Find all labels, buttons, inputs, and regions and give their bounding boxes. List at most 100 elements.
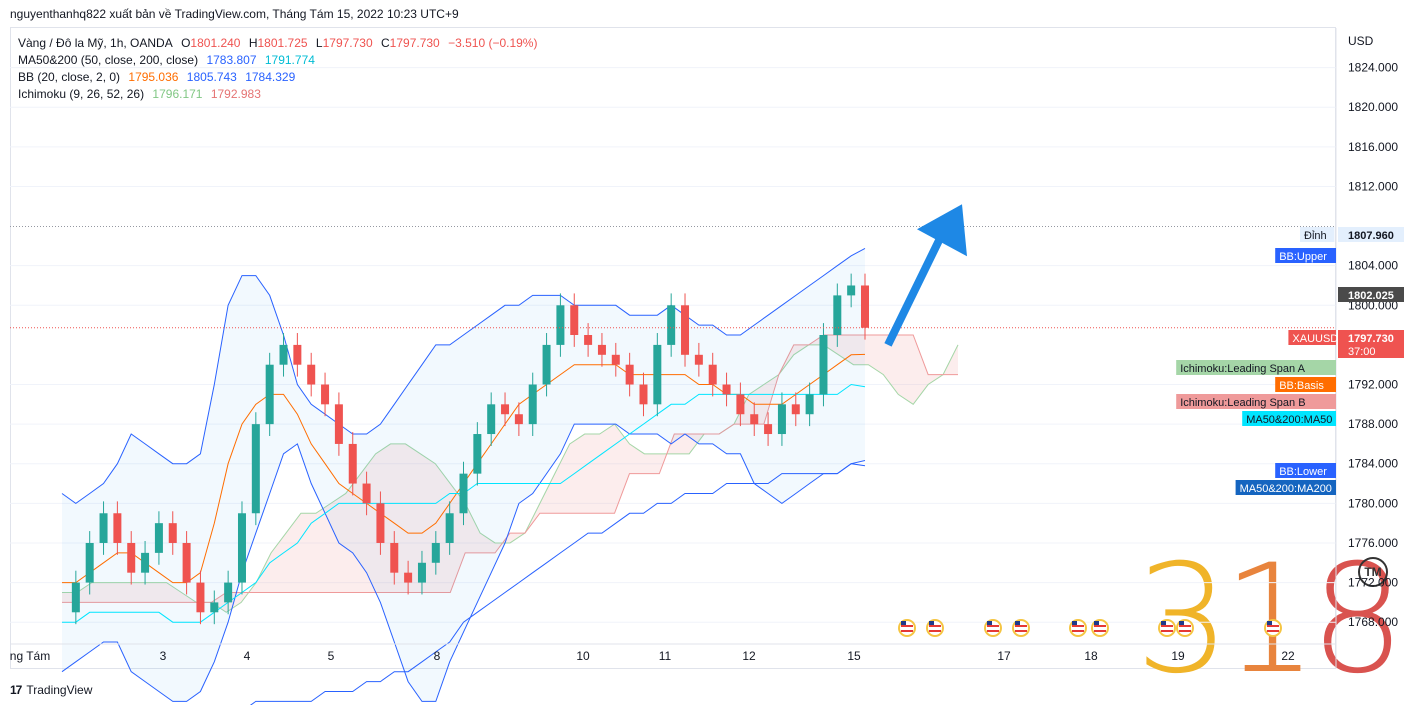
candle-body [293, 344, 302, 365]
price-tag-label: BB:Lower [1279, 466, 1327, 478]
price-tag-label: BB:Upper [1279, 251, 1327, 263]
legend-bb-v1: 1795.036 [128, 70, 179, 84]
candle-body [348, 443, 357, 484]
candle-body [487, 404, 496, 435]
us-flag-event-icon [1264, 619, 1282, 637]
ichimoku-cloud-fill [62, 335, 958, 613]
price-tag: MA50&200:MA200 [1235, 480, 1336, 495]
candle-body [362, 483, 371, 504]
price-tag-value: 1802.025 [1348, 290, 1394, 302]
candle-body [417, 562, 426, 583]
candle-body [127, 542, 136, 573]
legend-ma-label: MA50&200 (50, close, 200, close) [18, 53, 199, 67]
time-axis: ng Tám 3 4 5 8 10 11 12 15 17 18 19 22 [10, 643, 1336, 663]
candle-body [445, 513, 454, 543]
price-tag: Đỉnh 1807.960 [1300, 227, 1404, 242]
candle-body [459, 473, 468, 514]
grid [10, 67, 1336, 623]
price-tag: BB:Basis [1275, 377, 1336, 392]
price-tag: 1802.025 [1338, 287, 1404, 302]
price-axis: USD 1824.000 1820.000 1816.000 1812.000 1804.… [1335, 28, 1398, 669]
x-tick-label: 5 [328, 649, 335, 663]
x-tick-label: 15 [847, 649, 861, 663]
legend-ma-v1: 1783.807 [206, 53, 257, 67]
y-tick-label: 1772.000 [1348, 576, 1398, 590]
y-tick-label: 1784.000 [1348, 457, 1398, 471]
price-tag-value: 1807.960 [1348, 230, 1394, 242]
candle-body [681, 305, 690, 355]
y-tick-label: 1820.000 [1348, 100, 1398, 114]
footer-brand: TradingView [26, 683, 93, 697]
x-tick-label: ng Tám [10, 649, 50, 663]
legend-open: 1801.240 [190, 36, 241, 50]
ichimoku-cloud [62, 334, 959, 613]
y-tick-label: 1824.000 [1348, 61, 1398, 75]
price-tag-label: Đỉnh [1304, 230, 1327, 242]
candle-body [71, 582, 80, 613]
bb-upper-line [61, 247, 866, 505]
candle-body [473, 434, 482, 474]
us-flag-event-icon [1069, 619, 1087, 637]
x-tick-label: 8 [434, 649, 441, 663]
legend-ichimoku-label: Ichimoku (9, 26, 52, 26) [18, 87, 145, 101]
legend-ichimoku-v1: 1796.171 [152, 87, 203, 101]
candle-body [431, 542, 440, 563]
currency-label: USD [1348, 34, 1374, 48]
price-tag: Ichimoku:Leading Span B [1176, 394, 1336, 409]
candle-body [168, 523, 177, 543]
candle-body [750, 414, 759, 425]
us-flag-event-icon [926, 619, 944, 637]
candle-body [210, 602, 219, 613]
price-tag-countdown: 37:00 [1348, 346, 1376, 358]
legend-high: 1801.725 [257, 36, 308, 50]
us-flag-event-icon [984, 619, 1002, 637]
candle-body [334, 404, 343, 444]
legend-symbol-row: Vàng / Đô la Mỹ, 1h, OANDA O1801.240 H18… [18, 35, 547, 52]
candle-body [694, 354, 703, 365]
price-tag: Ichimoku:Leading Span A [1176, 360, 1336, 375]
candle-body [625, 364, 634, 385]
legend-bb-label: BB (20, close, 2, 0) [18, 70, 121, 84]
y-tick-label: 1788.000 [1348, 417, 1398, 431]
candle-body [764, 424, 773, 435]
legend-close: 1797.730 [389, 36, 440, 50]
x-tick-label: 4 [244, 649, 251, 663]
legend-low: 1797.730 [322, 36, 373, 50]
tradingview-logo-icon: 17 [10, 683, 22, 697]
price-tag-label: XAUUSD [1292, 333, 1338, 345]
candle-body [224, 582, 233, 603]
candle-body [847, 285, 856, 296]
y-tick-label: 1804.000 [1348, 259, 1398, 273]
candle-body [113, 513, 122, 543]
candle-body [321, 384, 330, 405]
arrow-shaft [884, 232, 946, 347]
ichimoku-span-b [62, 334, 958, 603]
footer[interactable]: 17 TradingView [10, 683, 92, 697]
candle-body [265, 364, 274, 425]
candle-body [196, 582, 205, 613]
legend-ichimoku-v2: 1792.983 [210, 87, 261, 101]
y-tick-label: 1816.000 [1348, 140, 1398, 154]
candle-body [584, 335, 593, 345]
candle-body [777, 404, 786, 435]
candle-body [376, 503, 385, 543]
y-tick-label: 1780.000 [1348, 496, 1398, 510]
us-flag-event-icon [1158, 619, 1176, 637]
candle-body [85, 542, 94, 583]
us-flag-event-icon [1012, 619, 1030, 637]
candle-body [237, 513, 246, 583]
candle-body [514, 414, 523, 425]
legend-bb-row[interactable]: BB (20, close, 2, 0) 1795.036 1805.743 1… [18, 69, 547, 86]
candle-body [791, 404, 800, 415]
candle-body [154, 523, 163, 553]
legend-ichimoku-row[interactable]: Ichimoku (9, 26, 52, 26) 1796.171 1792.9… [18, 86, 547, 103]
candle-body [99, 513, 108, 543]
legend-symbol[interactable]: Vàng / Đô la Mỹ, 1h, OANDA [18, 36, 173, 50]
x-tick-label: 3 [160, 649, 167, 663]
candle-body [653, 344, 662, 405]
candle-body [667, 305, 676, 345]
legend-ma-row[interactable]: MA50&200 (50, close, 200, close) 1783.80… [18, 52, 547, 69]
price-tag-label: BB:Basis [1279, 380, 1324, 392]
ma200-line [249, 463, 866, 705]
